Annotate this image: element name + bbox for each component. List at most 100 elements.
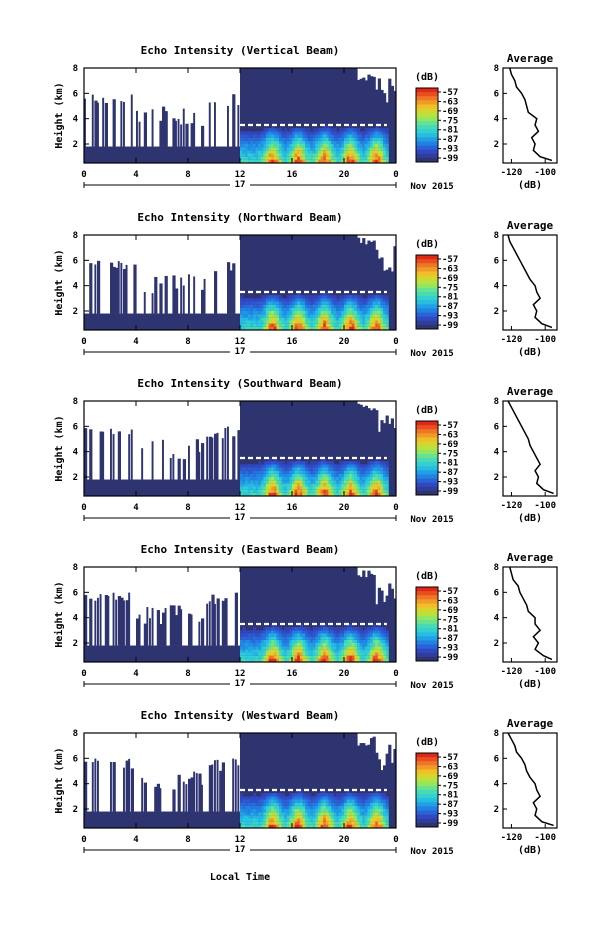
profile-frame <box>502 400 558 497</box>
x-tick-label: 0 <box>81 835 86 845</box>
colorbar-frame <box>415 420 439 496</box>
colorbar-tick-label: -99 <box>442 487 458 497</box>
profile-x-tick-label: -100 <box>534 833 556 843</box>
profile-y-tick-label: 6 <box>494 89 499 99</box>
colorbar-frame <box>415 752 439 828</box>
colorbar-tick-label: -75 <box>442 781 458 791</box>
colorbar-tick-label: -57 <box>442 587 458 597</box>
colorbar-segment <box>416 785 438 791</box>
x-tick-label: 16 <box>287 835 298 845</box>
colorbar-segment <box>416 458 438 463</box>
profile-title: Average <box>507 385 554 398</box>
colorbar-segment <box>416 587 438 592</box>
x-tick-label: 0 <box>81 170 86 180</box>
x-tick-label: 16 <box>287 503 298 513</box>
y-tick-label: 4 <box>73 282 79 292</box>
colorbar-segment <box>416 644 438 650</box>
y-axis-label: Height (km) <box>53 82 65 148</box>
colorbar-tick-label: -81 <box>442 293 458 303</box>
profile-x-tick-label: -120 <box>501 667 523 677</box>
colorbar-tick-label: -99 <box>442 819 458 829</box>
colorbar-segment <box>416 445 438 451</box>
profile-y-tick-label: 4 <box>494 780 500 790</box>
colorbar-segment <box>416 615 438 621</box>
colorbar-segment <box>416 478 438 484</box>
colorbar-unit: (dB) <box>415 737 439 748</box>
x-tick-label: 16 <box>287 337 298 347</box>
x-tick-label: 8 <box>185 170 190 180</box>
profile-title: Average <box>507 52 554 65</box>
colorbar-segment <box>416 595 438 600</box>
colorbar-segment <box>416 453 438 459</box>
profile-y-tick-label: 8 <box>494 729 499 739</box>
y-tick-label: 4 <box>73 115 79 125</box>
date-label: 17 <box>235 180 246 190</box>
colorbar-segment <box>416 92 438 97</box>
x-tick-label: 16 <box>287 669 298 679</box>
colorbar-unit: (dB) <box>415 72 439 83</box>
colorbar-segment <box>416 125 438 130</box>
colorbar-segment <box>416 765 438 770</box>
x-tick-label: 16 <box>287 170 298 180</box>
colorbar-tick-label: -57 <box>442 88 458 98</box>
colorbar-segment <box>416 141 438 147</box>
colorbar-frame <box>415 586 439 662</box>
profile-y-tick-label: 6 <box>494 754 499 764</box>
profile-frame <box>502 67 558 164</box>
profile-y-tick-label: 2 <box>494 140 499 150</box>
colorbar-tick-label: -81 <box>442 791 458 801</box>
y-tick-label: 8 <box>73 64 78 74</box>
colorbar-segment <box>416 802 438 807</box>
colorbar-frame <box>415 87 439 163</box>
colorbar-segment <box>416 449 438 455</box>
colorbar-tick-label: -57 <box>442 421 458 431</box>
panel-title: Echo Intensity (Southward Beam) <box>137 377 342 390</box>
profile-x-axis-label: (dB) <box>518 845 542 856</box>
colorbar-segment <box>416 632 438 637</box>
colorbar-tick-label: -63 <box>442 762 458 772</box>
x-tick-label: 8 <box>185 337 190 347</box>
profile-title: Average <box>507 219 554 232</box>
profile-y-tick-label: 6 <box>494 256 499 266</box>
colorbar-segment <box>416 652 438 658</box>
colorbar-tick-label: -99 <box>442 154 458 164</box>
profile-y-tick-label: 8 <box>494 563 499 573</box>
x-tick-label: 12 <box>235 170 246 180</box>
colorbar-segment <box>416 470 438 475</box>
profile-y-tick-label: 2 <box>494 473 499 483</box>
colorbar-segment <box>416 753 438 758</box>
month-label: Nov 2015 <box>410 515 453 525</box>
x-tick-label: 4 <box>133 337 139 347</box>
profile-x-tick-label: -100 <box>534 667 556 677</box>
echo-heatmap <box>84 733 396 828</box>
x-tick-label: 0 <box>393 835 398 845</box>
y-tick-label: 2 <box>73 473 78 483</box>
profile-x-tick-label: -100 <box>534 335 556 345</box>
colorbar-segment <box>416 441 438 447</box>
colorbar-segment <box>416 271 438 277</box>
profile-x-axis-label: (dB) <box>518 180 542 191</box>
colorbar-segment <box>416 137 438 142</box>
colorbar-segment <box>416 628 438 633</box>
colorbar-tick-label: -75 <box>442 283 458 293</box>
colorbar-segment <box>416 108 438 114</box>
colorbar-tick-label: -57 <box>442 255 458 265</box>
colorbar-tick-label: -75 <box>442 449 458 459</box>
colorbar-segment <box>416 96 438 101</box>
x-tick-label: 0 <box>393 337 398 347</box>
profile-y-tick-label: 4 <box>494 448 500 458</box>
x-tick-label: 12 <box>235 835 246 845</box>
panel-1: Echo Intensity (Vertical Beam) 8 6 4 2 Height… <box>53 44 558 192</box>
y-axis-label: Height (km) <box>53 415 65 481</box>
colorbar-segment <box>416 607 438 613</box>
profile-y-tick-label: 8 <box>494 397 499 407</box>
y-axis-label: Height (km) <box>53 581 65 647</box>
profile-y-tick-label: 8 <box>494 231 499 241</box>
x-tick-label: 20 <box>339 170 350 180</box>
profile-y-tick-label: 2 <box>494 639 499 649</box>
colorbar-segment <box>416 806 438 812</box>
panel-2: Echo Intensity (Northward Beam) 8 6 4 2 Heigh… <box>53 211 558 359</box>
colorbar-segment <box>416 292 438 297</box>
colorbar-segment <box>416 773 438 779</box>
x-tick-label: 20 <box>339 337 350 347</box>
